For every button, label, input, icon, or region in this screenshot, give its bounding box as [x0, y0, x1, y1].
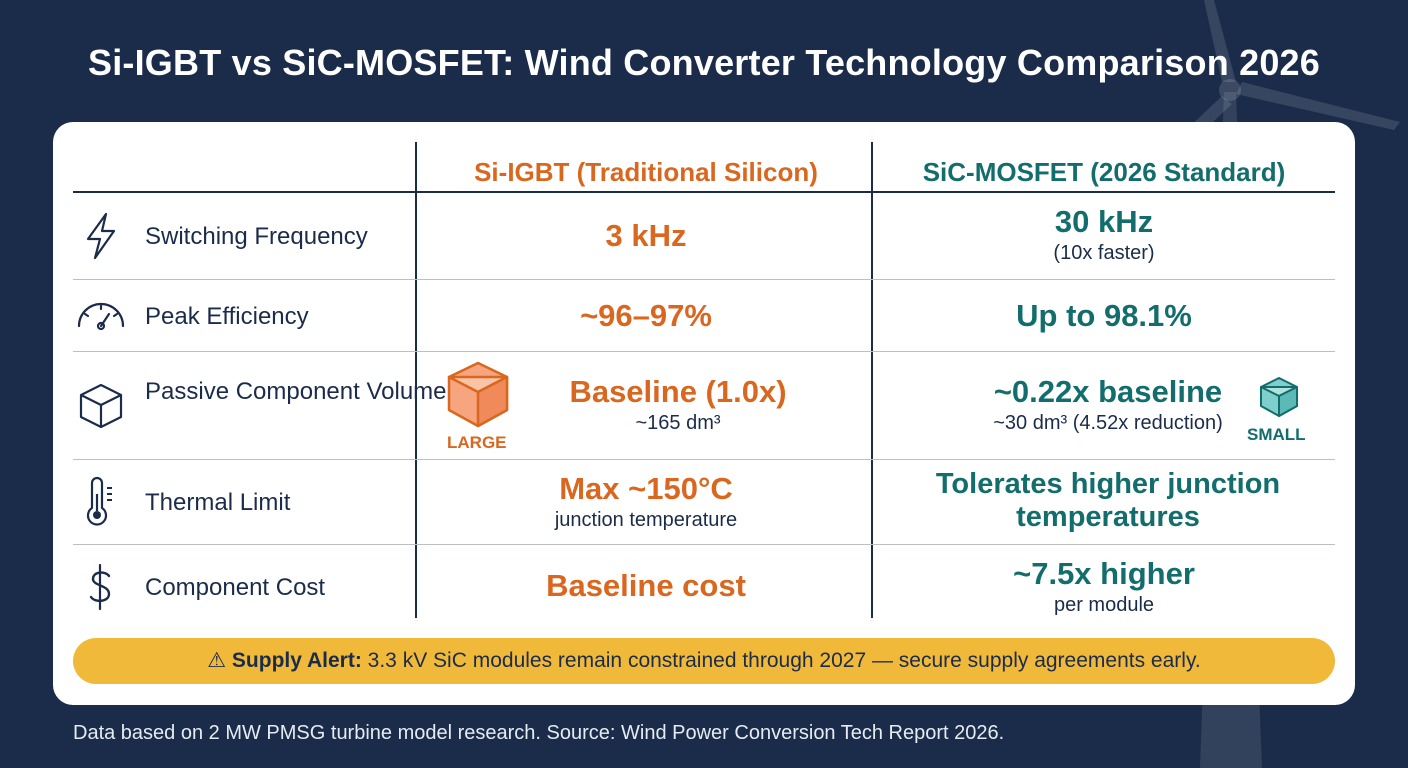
sic-value: Up to 98.1% [1016, 298, 1192, 333]
small-cube-icon [1260, 377, 1298, 417]
sic-subtext: ~30 dm³ (4.52x reduction) [993, 412, 1223, 434]
comparison-card: Si-IGBT (Traditional Silicon) SiC-MOSFET… [53, 122, 1355, 705]
sic-value-cell: Up to 98.1% [873, 299, 1335, 333]
column-divider-1 [415, 142, 417, 618]
row-label: Passive Component Volume [145, 378, 447, 405]
cube-icon [79, 383, 123, 429]
large-tag: LARGE [447, 433, 507, 452]
si-subtext: junction temperature [554, 509, 738, 531]
sic-value-cell: Tolerates higher junction temperatures [903, 468, 1313, 534]
row-divider [73, 351, 1335, 352]
si-value-cell: Baseline (1.0x) ~165 dm³ [523, 375, 833, 435]
row-divider [73, 279, 1335, 280]
sic-value: Tolerates higher junction temperatures [935, 468, 1281, 533]
row-label: Switching Frequency [145, 223, 368, 250]
small-tag: SMALL [1247, 425, 1306, 444]
sic-value-cell: 30 kHz (10x faster) [873, 205, 1335, 265]
sic-value: 30 kHz [1054, 204, 1154, 239]
si-value: 3 kHz [605, 218, 687, 253]
row-switching-frequency: Switching Frequency 3 kHz 30 kHz (10x fa… [53, 193, 1355, 279]
dollar-sign-icon [89, 563, 111, 611]
alert-label: Supply Alert: [231, 649, 362, 672]
row-label: Peak Efficiency [145, 303, 309, 330]
row-divider [73, 459, 1335, 460]
large-cube-icon [447, 361, 509, 428]
row-component-cost: Component Cost Baseline cost ~7.5x highe… [53, 545, 1355, 619]
sic-value: ~7.5x higher [1013, 556, 1195, 591]
column-header-sic-mosfet: SiC-MOSFET (2026 Standard) [922, 157, 1286, 187]
column-header-si-igbt: Si-IGBT (Traditional Silicon) [474, 157, 818, 187]
si-subtext: ~165 dm³ [635, 412, 721, 434]
si-value-cell: ~96–97% [419, 299, 873, 333]
row-thermal-limit: Thermal Limit Max ~150°C junction temper… [53, 460, 1355, 544]
si-value: Max ~150°C [559, 471, 733, 506]
alert-text: 3.3 kV SiC modules remain constrained th… [367, 649, 1201, 672]
row-label: Component Cost [145, 574, 326, 601]
warning-icon: ⚠ [207, 649, 227, 672]
sic-value-cell: ~0.22x baseline ~30 dm³ (4.52x reduction… [933, 375, 1283, 435]
column-divider-2 [871, 142, 873, 618]
row-passive-component-volume: Passive Component Volume LARGE Baseline … [53, 352, 1355, 459]
thermometer-icon [86, 476, 112, 526]
si-value-cell: Max ~150°C junction temperature [419, 472, 873, 532]
speedometer-gauge-icon [77, 302, 125, 331]
sic-subtext: (10x faster) [1053, 242, 1155, 264]
sic-value: ~0.22x baseline [993, 374, 1223, 409]
si-value: Baseline (1.0x) [569, 374, 787, 409]
supply-alert-banner: ⚠ Supply Alert: 3.3 kV SiC modules remai… [73, 638, 1335, 684]
si-value: Baseline cost [546, 568, 746, 603]
page-title: Si-IGBT vs SiC-MOSFET: Wind Converter Te… [88, 42, 1320, 83]
si-value-cell: 3 kHz [419, 219, 873, 253]
sic-value-cell: ~7.5x higher per module [873, 557, 1335, 617]
row-label: Thermal Limit [145, 489, 291, 516]
si-value-cell: Baseline cost [419, 569, 873, 603]
header-divider [73, 191, 1335, 193]
row-divider [73, 544, 1335, 545]
si-value: ~96–97% [580, 298, 712, 333]
lightning-bolt-icon [86, 212, 116, 260]
sic-subtext: per module [1053, 594, 1155, 616]
row-peak-efficiency: Peak Efficiency ~96–97% Up to 98.1% [53, 280, 1355, 351]
source-footer: Data based on 2 MW PMSG turbine model re… [73, 722, 1005, 744]
